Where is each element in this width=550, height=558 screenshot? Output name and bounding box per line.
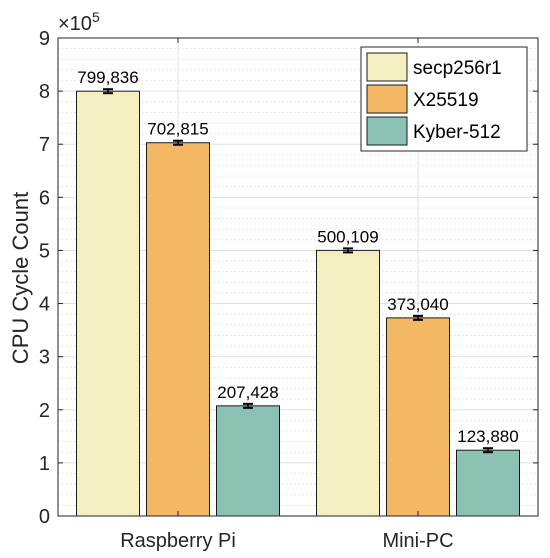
data-label: 702,815	[147, 120, 208, 139]
legend-swatch-x25519	[366, 84, 408, 114]
y-tick-label: 8	[39, 81, 50, 103]
bars-layer	[76, 88, 520, 517]
data-label: 207,428	[217, 383, 278, 402]
y-tick-label: 5	[39, 240, 50, 262]
y-axis-exponent-base: ×10	[58, 13, 92, 35]
y-tick-label: 7	[39, 134, 50, 156]
category-label: Mini-PC	[382, 530, 453, 552]
y-axis-exponent: ×105	[58, 9, 100, 35]
legend-label: Kyber-512	[413, 122, 501, 143]
y-tick-label: 3	[39, 347, 50, 369]
y-tick-label: 1	[39, 453, 50, 475]
bar-kyber-512	[216, 405, 280, 517]
y-tick-label: 6	[39, 187, 50, 209]
axes-box	[57, 37, 539, 517]
labels-layer: 799,836 500,109 702,815 373,040 207,428 123,8…	[77, 68, 518, 446]
y-axis-title: CPU Cycle Count	[8, 192, 33, 364]
y-tick-label: 0	[39, 506, 50, 528]
legend: secp256r1 X25519 Kyber-512	[360, 46, 528, 152]
legend-swatch-kyber-512	[366, 116, 408, 146]
data-label: 373,040	[387, 295, 448, 314]
axes-layer: 0 1 2 3 4 5 6 7 8 9 Raspberry Pi Mini-PC	[39, 28, 539, 552]
y-tick-label: 4	[39, 294, 50, 316]
legend-label: X25519	[413, 90, 479, 111]
legend-label: secp256r1	[413, 58, 502, 79]
bar-x25519	[146, 142, 210, 517]
bar-x25519	[386, 317, 450, 517]
data-label: 799,836	[77, 68, 138, 87]
y-axis-exponent-power: 5	[92, 9, 100, 25]
bar-kyber-512	[456, 449, 520, 517]
y-tick-label: 9	[39, 28, 50, 50]
data-label: 500,109	[317, 227, 378, 246]
category-label: Raspberry Pi	[120, 530, 236, 552]
y-tick-label: 2	[39, 400, 50, 422]
legend-swatch-secp256r1	[366, 52, 408, 82]
bar-secp256r1	[316, 249, 380, 517]
bar-secp256r1	[76, 90, 140, 517]
data-label: 123,880	[457, 427, 518, 446]
